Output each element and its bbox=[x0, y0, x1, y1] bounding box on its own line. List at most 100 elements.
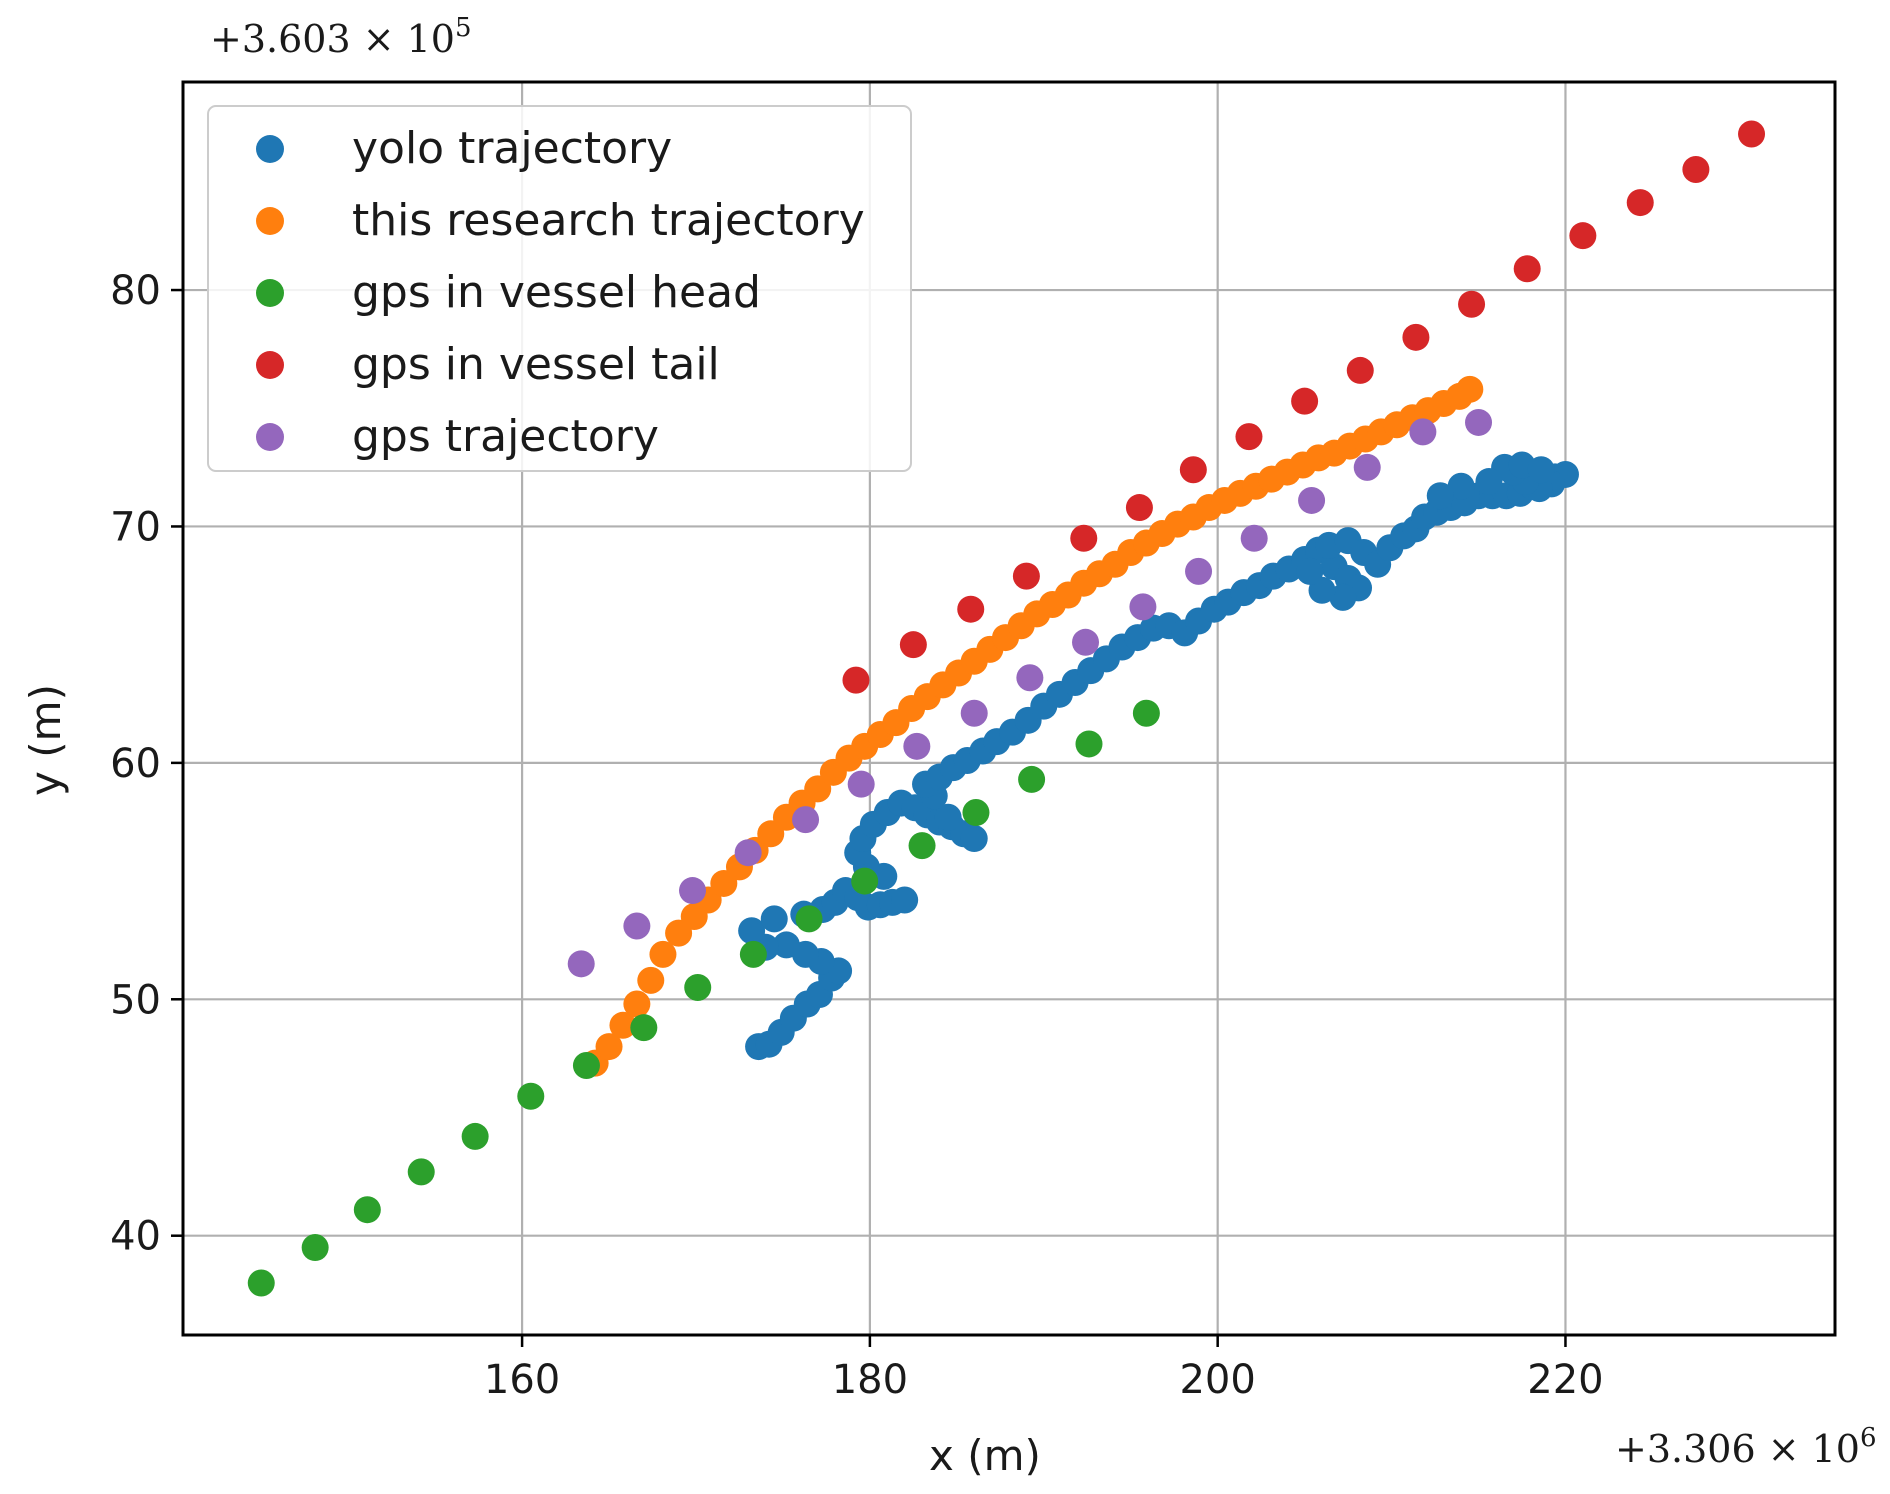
gps-trajectory-point-14 bbox=[1353, 453, 1381, 481]
plot-frame bbox=[181, 80, 1837, 1337]
gps-in-vessel-tail-point-6 bbox=[1179, 456, 1207, 484]
gps-in-vessel-head-point-2 bbox=[353, 1196, 381, 1224]
this-research-trajectory-point-2 bbox=[609, 1011, 637, 1039]
this-research-trajectory-point-5 bbox=[649, 940, 677, 968]
y-tick-label-1: 50 bbox=[110, 977, 161, 1023]
gps-in-vessel-head-point-5 bbox=[517, 1082, 545, 1110]
gps-trajectory-point-2 bbox=[679, 877, 707, 905]
gps-in-vessel-head-point-9 bbox=[739, 940, 767, 968]
series-this-research-trajectory bbox=[581, 375, 1484, 1077]
y-tick-label-4: 80 bbox=[110, 268, 161, 314]
yolo-trajectory-point-12 bbox=[738, 917, 766, 945]
gps-in-vessel-head-point-8 bbox=[684, 973, 712, 1001]
gps-in-vessel-head-point-12 bbox=[908, 832, 936, 860]
gps-in-vessel-tail-point-2 bbox=[957, 595, 985, 623]
series-gps-in-vessel-head bbox=[247, 699, 1160, 1297]
legend-label-gps-in-vessel-head: gps in vessel head bbox=[352, 267, 761, 318]
legend-marker-yolo-trajectory bbox=[256, 135, 284, 163]
gps-in-vessel-tail-point-10 bbox=[1402, 323, 1430, 351]
gps-trajectory-point-13 bbox=[1298, 486, 1326, 514]
yolo-trajectory-point-97 bbox=[1475, 468, 1503, 496]
legend-label-this-research-trajectory: this research trajectory bbox=[352, 195, 865, 246]
gps-in-vessel-tail-point-14 bbox=[1626, 189, 1654, 217]
legend-marker-this-research-trajectory bbox=[256, 207, 284, 235]
gps-in-vessel-tail-point-13 bbox=[1569, 222, 1597, 250]
legend-marker-gps-in-vessel-tail bbox=[256, 351, 284, 379]
gps-in-vessel-tail-point-12 bbox=[1513, 255, 1541, 283]
gps-trajectory-point-16 bbox=[1465, 408, 1493, 436]
y-axis-label: y (m) bbox=[21, 684, 70, 796]
gps-trajectory-point-15 bbox=[1409, 418, 1437, 446]
yolo-trajectory-point-68 bbox=[1329, 583, 1357, 611]
this-research-trajectory-point-1 bbox=[595, 1033, 623, 1061]
x-tick-label-0: 160 bbox=[484, 1357, 560, 1403]
y-tick-label-0: 40 bbox=[110, 1214, 161, 1260]
legend-marker-gps-trajectory bbox=[256, 423, 284, 451]
legend-label-gps-trajectory: gps trajectory bbox=[352, 411, 659, 462]
gps-in-vessel-head-point-15 bbox=[1075, 730, 1103, 758]
gps-in-vessel-tail-point-8 bbox=[1291, 387, 1319, 415]
data-points bbox=[247, 120, 1766, 1297]
yolo-trajectory-point-96 bbox=[1527, 456, 1555, 484]
gps-in-vessel-head-point-13 bbox=[962, 799, 990, 827]
gps-in-vessel-head-point-6 bbox=[572, 1051, 600, 1079]
yolo-trajectory-point-70 bbox=[1296, 557, 1324, 585]
gps-trajectory-point-6 bbox=[903, 732, 931, 760]
x-tick-label-2: 200 bbox=[1179, 1357, 1255, 1403]
gps-in-vessel-tail-point-0 bbox=[842, 666, 870, 694]
gps-trajectory-point-12 bbox=[1240, 524, 1268, 552]
gps-in-vessel-head-point-11 bbox=[851, 867, 879, 895]
gps-in-vessel-head-point-3 bbox=[407, 1158, 435, 1186]
gps-in-vessel-tail-point-5 bbox=[1125, 494, 1153, 522]
gps-in-vessel-tail-point-4 bbox=[1070, 524, 1098, 552]
legend-label-yolo-trajectory: yolo trajectory bbox=[352, 123, 672, 174]
this-research-trajectory-point-4 bbox=[637, 966, 665, 994]
gps-in-vessel-head-point-16 bbox=[1132, 699, 1160, 727]
y-offset-label: +3.603 × 105 bbox=[210, 13, 472, 61]
series-gps-in-vessel-tail bbox=[842, 120, 1766, 694]
legend-label-gps-in-vessel-tail: gps in vessel tail bbox=[352, 339, 720, 390]
gps-trajectory-point-9 bbox=[1072, 628, 1100, 656]
yolo-trajectory-point-98 bbox=[1447, 472, 1475, 500]
yolo-trajectory-point-99 bbox=[1426, 482, 1454, 510]
x-tick-label-3: 220 bbox=[1527, 1357, 1603, 1403]
gps-trajectory-point-11 bbox=[1185, 557, 1213, 585]
legend-box bbox=[207, 105, 912, 472]
gps-in-vessel-tail-point-9 bbox=[1346, 356, 1374, 384]
gps-in-vessel-tail-point-15 bbox=[1682, 155, 1710, 183]
yolo-trajectory-point-35 bbox=[960, 825, 988, 853]
gps-trajectory-point-0 bbox=[567, 950, 595, 978]
gps-trajectory-point-7 bbox=[960, 699, 988, 727]
y-tick-label-3: 70 bbox=[110, 504, 161, 550]
y-axis-ticks: 40 50 60 70 80 bbox=[110, 268, 183, 1260]
gps-in-vessel-tail-point-16 bbox=[1738, 120, 1766, 148]
gps-trajectory-point-1 bbox=[623, 912, 651, 940]
x-offset-label: +3.306 × 106 bbox=[1615, 1423, 1877, 1471]
gps-in-vessel-head-point-1 bbox=[301, 1234, 329, 1262]
yolo-trajectory-point-13 bbox=[760, 905, 788, 933]
this-research-trajectory-point-3 bbox=[623, 990, 651, 1018]
gps-in-vessel-tail-point-11 bbox=[1458, 290, 1486, 318]
x-axis-ticks: 160 180 200 220 bbox=[484, 1335, 1604, 1403]
legend-marker-gps-in-vessel-head bbox=[256, 279, 284, 307]
gps-trajectory-point-5 bbox=[847, 770, 875, 798]
gps-trajectory-point-10 bbox=[1129, 593, 1157, 621]
gps-in-vessel-head-point-0 bbox=[247, 1269, 275, 1297]
gps-in-vessel-tail-point-1 bbox=[899, 631, 927, 659]
gps-in-vessel-head-point-10 bbox=[795, 905, 823, 933]
series-yolo-trajectory bbox=[738, 451, 1579, 1061]
gps-trajectory-point-8 bbox=[1016, 664, 1044, 692]
yolo-trajectory-point-36 bbox=[934, 803, 962, 831]
gps-in-vessel-head-point-7 bbox=[630, 1014, 658, 1042]
x-axis-label: x (m) bbox=[929, 1431, 1041, 1480]
x-tick-label-1: 180 bbox=[832, 1357, 908, 1403]
y-tick-label-2: 60 bbox=[110, 741, 161, 787]
this-research-trajectory-point-57 bbox=[1456, 375, 1484, 403]
series-gps-trajectory bbox=[567, 408, 1493, 978]
gps-in-vessel-head-point-4 bbox=[461, 1122, 489, 1150]
gps-in-vessel-tail-point-3 bbox=[1012, 562, 1040, 590]
yolo-trajectory-point-10 bbox=[772, 931, 800, 959]
gps-in-vessel-tail-point-7 bbox=[1235, 423, 1263, 451]
legend: yolo trajectory this research trajectory g… bbox=[207, 105, 912, 472]
